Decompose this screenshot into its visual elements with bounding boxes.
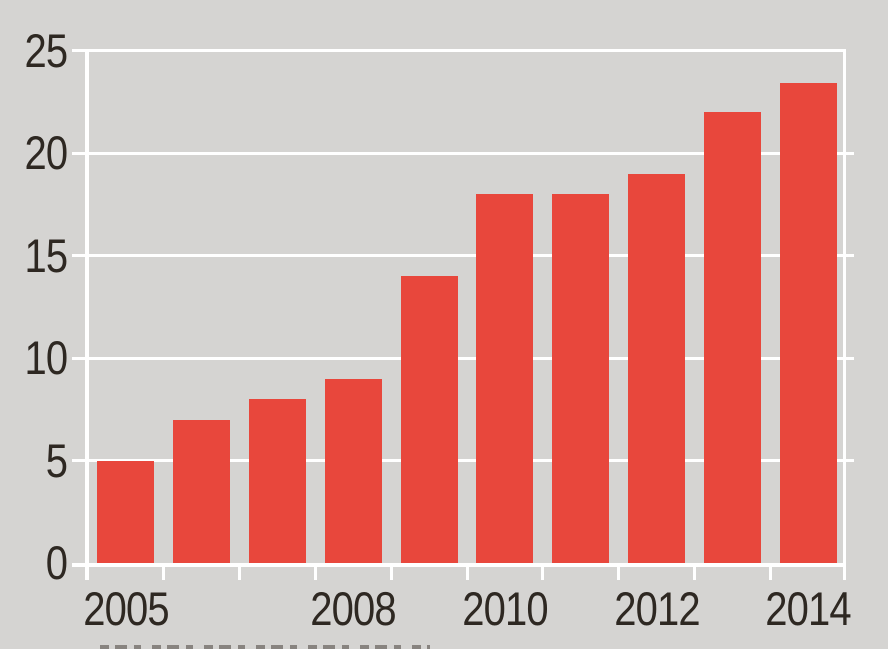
x-tick-8 xyxy=(692,563,696,580)
y-axis-line xyxy=(85,50,89,580)
gridline-20 xyxy=(72,151,854,155)
right-frame-line xyxy=(843,52,846,580)
x-tick-label-2010: 2010 xyxy=(462,582,548,635)
x-tick-label-2008: 2008 xyxy=(310,582,397,635)
y-tick-label-15: 15 xyxy=(24,228,68,282)
x-tick-3 xyxy=(313,563,317,580)
gridline-15 xyxy=(72,254,854,257)
x-tick-6 xyxy=(541,563,545,580)
x-tick-7 xyxy=(617,563,621,580)
bar-2011 xyxy=(552,194,610,563)
gridline-10 xyxy=(72,356,854,360)
gridline-25 xyxy=(72,49,846,52)
bar-2009 xyxy=(400,276,458,563)
bar-2008 xyxy=(324,378,382,563)
x-tick-2 xyxy=(238,563,242,580)
y-tick-label-25: 25 xyxy=(24,23,68,77)
y-tick-label-20: 20 xyxy=(24,126,68,179)
x-tick-label-2005: 2005 xyxy=(83,582,169,635)
cropped-text-fragment xyxy=(100,645,430,649)
bar-2010 xyxy=(476,194,534,563)
x-tick-9 xyxy=(768,563,772,580)
x-tick-1 xyxy=(162,563,166,580)
y-tick-label-0: 0 xyxy=(45,536,68,589)
bar-2014 xyxy=(779,83,837,563)
x-tick-label-2012: 2012 xyxy=(613,582,700,635)
bar-2012 xyxy=(628,173,685,563)
bar-2007 xyxy=(249,399,306,563)
bar-2013 xyxy=(703,112,761,563)
gridline-5 xyxy=(72,459,854,462)
x-axis-baseline xyxy=(72,563,846,567)
x-tick-4 xyxy=(389,563,393,580)
x-tick-label-2014: 2014 xyxy=(765,582,851,635)
x-tick-5 xyxy=(465,563,469,580)
y-tick-label-5: 5 xyxy=(45,433,68,487)
y-tick-label-10: 10 xyxy=(24,331,68,384)
bar-2005 xyxy=(97,460,155,563)
bar-2006 xyxy=(173,419,231,563)
